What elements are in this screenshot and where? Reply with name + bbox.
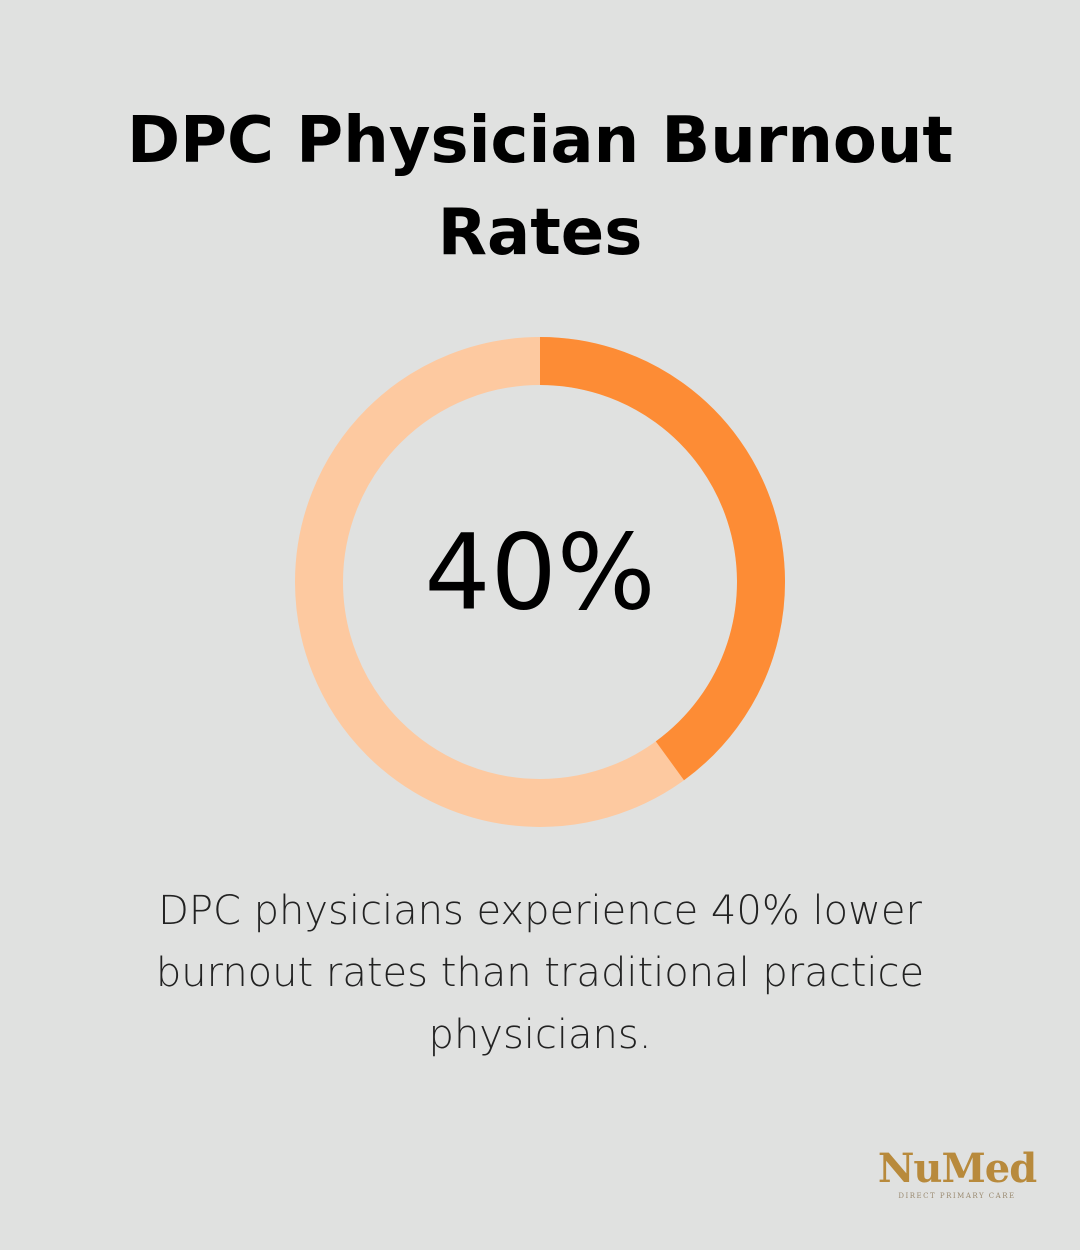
chart: 40% [295, 337, 785, 827]
logo-tagline: DIRECT PRIMARY CARE [898, 1192, 1016, 1200]
caption: DPC physicians experience 40% lower burn… [155, 888, 925, 1058]
logo: NuMed DIRECT PRIMARY CARE [872, 1145, 1042, 1201]
donut-segment [539, 337, 785, 781]
chart-title: DPC Physician Burnout Rates [127, 104, 953, 270]
value-label: 40% [424, 511, 655, 633]
logo-name: NuMed [877, 1145, 1037, 1192]
